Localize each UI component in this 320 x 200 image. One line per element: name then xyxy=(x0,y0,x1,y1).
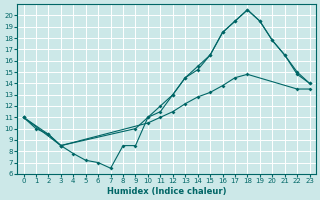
X-axis label: Humidex (Indice chaleur): Humidex (Indice chaleur) xyxy=(107,187,226,196)
